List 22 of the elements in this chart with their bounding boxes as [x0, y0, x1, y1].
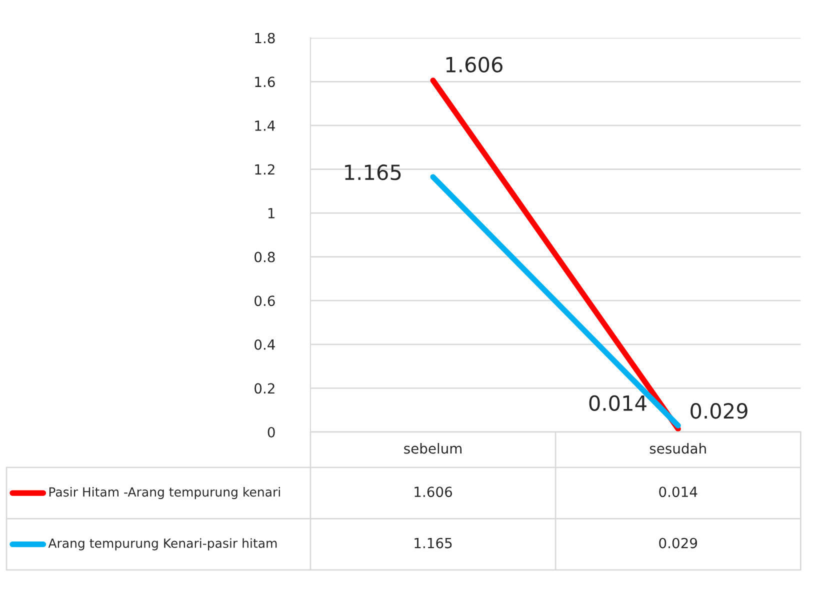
text: 1.606: [414, 486, 452, 498]
data-label: 0.029: [690, 403, 748, 419]
text: 1.165: [414, 538, 452, 548]
y-tick-label: 0.6: [254, 296, 275, 306]
y-tick-label: 1.8: [255, 32, 275, 44]
data-label: 1.606: [446, 56, 502, 73]
x-tick-label: sebelum: [404, 442, 462, 454]
legend-label: Arang tempurung Kenari-pasir hitam: [48, 538, 277, 550]
data-label: 0.014: [589, 395, 646, 411]
y-tick-label: 1: [268, 208, 274, 218]
y-tick-label: 1.2: [255, 164, 274, 175]
x-tick-label: sesudah: [650, 442, 706, 454]
y-tick-label: 1.6: [255, 76, 275, 88]
legend-label: Pasir Hitam -Arang tempurung kenari: [49, 487, 280, 500]
y-tick-label: 0.4: [254, 339, 275, 350]
data-label: 1.165: [345, 164, 401, 180]
y-tick-label: 0.2: [254, 383, 274, 394]
y-tick-label: 0.8: [254, 252, 275, 262]
y-tick-label: 0: [268, 426, 275, 438]
text: 0.014: [659, 486, 698, 498]
text: 0.029: [659, 538, 698, 548]
y-tick-label: 1.4: [255, 120, 275, 131]
